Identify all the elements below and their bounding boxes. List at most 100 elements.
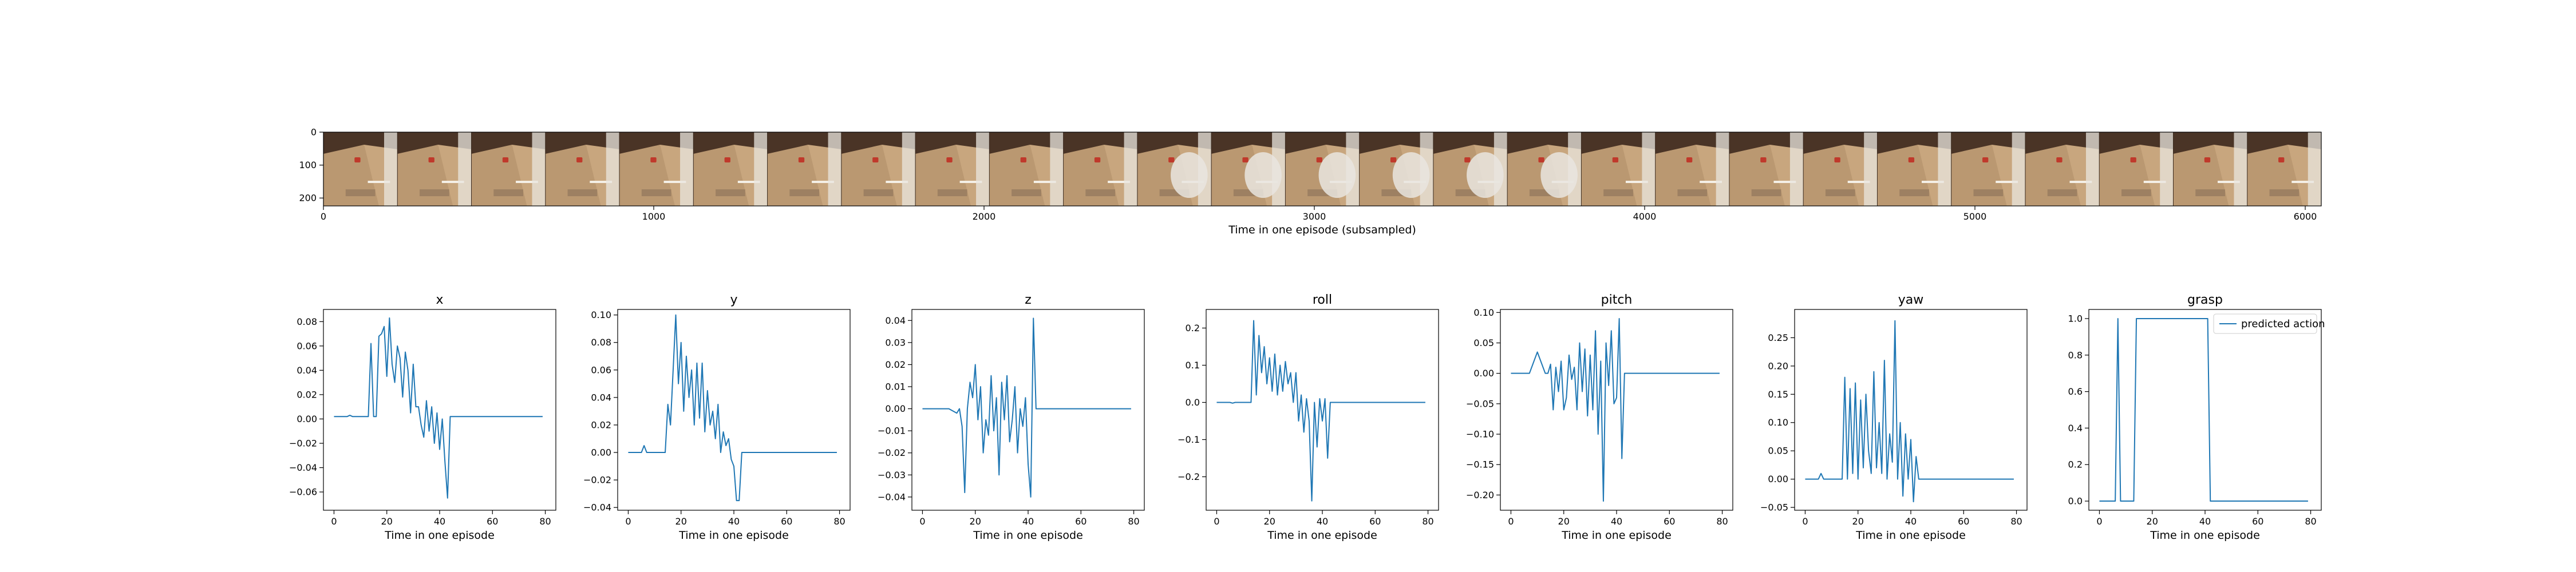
y-tick-label: −0.03 [878,470,906,480]
x-tick-label: 80 [833,516,845,527]
x-tick-label: 80 [1128,516,1139,527]
series-line [628,314,837,502]
y-tick-label: −0.01 [878,426,906,436]
x-axis-label: Time in one episode [1855,529,1966,542]
y-tick-label: −0.04 [878,491,906,502]
x-axis-label: Time in one episode [1267,529,1377,542]
camera-frame [1063,132,1137,206]
camera-frame [2247,132,2321,206]
series-line [922,317,1131,498]
camera-frame [1507,132,1582,206]
y-tick-label: −0.04 [583,502,611,513]
x-tick-label: 0 [331,516,337,527]
y-tick-label: 0.1 [1186,360,1200,371]
y-tick-label: 0.00 [297,414,317,424]
chart-title: z [1025,293,1032,307]
camera-frame [545,132,620,206]
camera-frame [1581,132,1656,206]
x-tick-label: 80 [2010,516,2022,527]
filmstrip-xtick-1: 1000 [642,211,666,222]
filmstrip-xtick-5: 5000 [1963,211,1987,222]
y-tick-label: 0.0 [2068,496,2083,507]
camera-frame [841,132,916,206]
series-line [1511,317,1720,502]
camera-frame [1433,132,1508,206]
x-tick-label: 40 [1317,516,1328,527]
chart-title: x [436,293,443,307]
x-axis-label: Time in one episode [2150,529,2260,542]
camera-frame [1655,132,1729,206]
chart-pitch: pitch −0.20 −0.15 −0.10 −0.05 0.00 0.05 0.10 0 20… [1466,293,1733,542]
plot-area-frame [323,309,556,511]
y-tick-label: 0.06 [591,364,611,375]
filmstrip-y-ticks: 0 100 200 [299,127,323,204]
y-tick-label: 0.08 [297,316,317,327]
y-tick-label: 0.08 [591,337,611,348]
filmstrip-x-ticks: 0 1000 2000 3000 4000 5000 6000 [321,206,2317,222]
y-tick-label: 0.10 [1473,307,1494,318]
filmstrip-xtick-2: 2000 [973,211,996,222]
plot-area-frame [2088,309,2322,511]
y-tick-label: −0.2 [1178,471,1200,482]
filmstrip-x-axis-label: Time in one episode (subsampled) [1228,224,1416,236]
x-axis-label: Time in one episode [973,529,1083,542]
chart-title: pitch [1601,293,1633,307]
filmstrip-xtick-6: 6000 [2294,211,2317,222]
y-tick-label: 0.02 [885,359,906,370]
filmstrip-frame-border [323,132,2322,206]
y-tick-label: 0.2 [2068,459,2083,470]
x-tick-label: 0 [625,516,631,527]
x-tick-label: 80 [2305,516,2316,527]
x-tick-label: 40 [1905,516,1917,527]
y-tick-label: 0.01 [885,382,906,392]
x-tick-label: 40 [434,516,445,527]
y-tick-label: 0.04 [591,392,611,403]
chart-title: grasp [2187,293,2223,307]
x-axis-label: Time in one episode [1561,529,1672,542]
camera-frame [1359,132,1433,206]
y-tick-label: 0.00 [1768,474,1788,484]
x-tick-label: 20 [1852,516,1864,527]
x-tick-label: 60 [781,516,792,527]
x-tick-label: 40 [2199,516,2211,527]
series-line [1216,320,1425,502]
camera-frame [1211,132,1286,206]
y-tick-label: 0.03 [885,337,906,348]
x-tick-label: 0 [1802,516,1808,527]
x-tick-label: 60 [1075,516,1086,527]
x-tick-label: 80 [539,516,551,527]
y-tick-label: −0.15 [1466,459,1494,470]
y-tick-label: −0.05 [1760,502,1788,513]
x-tick-label: 40 [1611,516,1622,527]
camera-frame [471,132,546,206]
y-tick-label: 0.10 [591,309,611,320]
camera-frame [1137,132,1212,206]
y-tick-label: 0.6 [2068,386,2083,397]
camera-frame [989,132,1064,206]
y-tick-label: 0.25 [1768,332,1788,343]
chart-roll: roll −0.2 −0.1 0.0 0.1 0.2 0 20 40 60 80 Time in on… [1178,293,1439,542]
x-tick-label: 40 [728,516,740,527]
y-tick-label: −0.02 [289,438,317,449]
x-tick-label: 60 [487,516,498,527]
y-tick-label: −0.06 [289,487,317,498]
chart-title: roll [1313,293,1332,307]
x-tick-label: 20 [1264,516,1275,527]
action-charts: x−0.06−0.04−0.020.000.020.040.060.080 20 4… [289,293,2325,542]
y-tick-label: 0.10 [1768,417,1788,428]
camera-frame [1876,132,1951,206]
y-tick-label: −0.20 [1466,490,1494,500]
x-tick-label: 0 [2096,516,2102,527]
x-tick-label: 0 [1508,516,1514,527]
camera-frame [323,132,398,206]
y-tick-label: 0.8 [2068,349,2083,360]
x-tick-label: 60 [1664,516,1675,527]
series-line [1805,320,2014,503]
plot-area-frame [1500,309,1733,511]
y-tick-label: 0.05 [1473,337,1494,348]
y-tick-label: −0.10 [1466,429,1494,440]
x-tick-label: 20 [381,516,393,527]
y-tick-label: 0.2 [1186,323,1200,333]
